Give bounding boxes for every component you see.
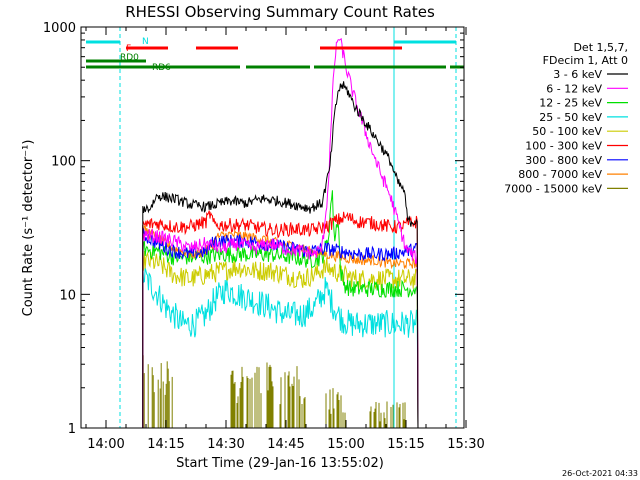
legend-entry-label: 25 - 50 keV [539, 111, 602, 124]
series-7000-15000-kev [142, 355, 419, 428]
footer-timestamp: 26-Oct-2021 04:33 [562, 469, 638, 478]
y-tick-label: 1 [68, 422, 76, 437]
series-300-800-kevline [142, 226, 419, 429]
x-tick-label: 14:30 [207, 437, 244, 452]
y-tick-label: 100 [51, 155, 76, 170]
legend-entry-label: 50 - 100 keV [532, 125, 602, 138]
x-tick-label: 14:45 [267, 437, 304, 452]
legend-entry-label: 800 - 7000 keV [518, 168, 602, 181]
series-50-100-kevline [142, 250, 419, 429]
plot-frame [80, 26, 465, 429]
x-axis-label: Start Time (29-Jan-16 13:55:02) [176, 456, 384, 471]
series-3-6-kevline [142, 81, 419, 429]
x-tick-label: 15:30 [447, 437, 484, 452]
legend-header-line: FDecim 1, Att 0 [543, 54, 628, 67]
series-100-300-kevline [142, 210, 419, 429]
chart-title: RHESSI Observing Summary Count Rates [125, 3, 435, 21]
y-tick-label: 10 [59, 288, 76, 303]
rd0-flag-label: RD0 [120, 53, 139, 63]
y-tick-label: 1000 [43, 21, 76, 36]
axis-ticks: 14:00 14:15 14:30 14:45 15:00 15:15 15:30 1 10 10… [43, 21, 485, 452]
x-tick-label: 15:15 [387, 437, 424, 452]
series-6-12-kevline [142, 37, 419, 429]
night-flag-label: N [142, 37, 149, 47]
flare-flag-label: F [126, 44, 131, 54]
legend-entry-label: 300 - 800 keV [525, 154, 602, 167]
rd6-flag-label: RD6 [152, 63, 171, 73]
legend-header-line: Det 1,5,7, [573, 41, 628, 54]
y-axis-label: Count Rate (s⁻¹ detector⁻¹) [21, 140, 36, 317]
series-25-50-kevline [142, 266, 419, 429]
legend-entry-label: 3 - 6 keV [553, 68, 602, 81]
legend-entry-label: 100 - 300 keV [525, 140, 602, 153]
x-tick-label: 14:15 [147, 437, 184, 452]
x-tick-label: 15:00 [327, 437, 364, 452]
x-tick-label: 14:00 [87, 437, 124, 452]
legend-entry-label: 7000 - 15000 keV [504, 182, 602, 195]
legend-entry-label: 12 - 25 keV [539, 97, 602, 110]
legend-entry-label: 6 - 12 keV [546, 82, 602, 95]
